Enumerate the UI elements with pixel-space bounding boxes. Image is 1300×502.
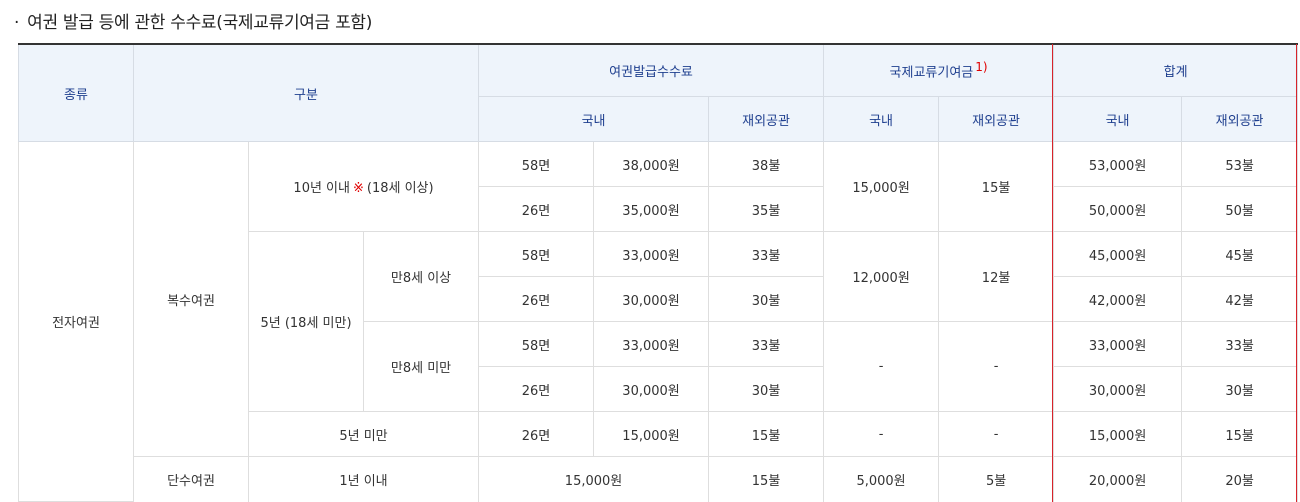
- cell-age8-over: 만8세 이상: [362, 231, 480, 322]
- cell-total-domestic: 45,000원: [1053, 231, 1183, 277]
- cell-overseas-fee: 30불: [708, 276, 825, 322]
- cell-pages: 26면: [478, 411, 595, 457]
- cell-domestic-fee: 30,000원: [593, 276, 710, 322]
- cell-intl-overseas: 12불: [938, 231, 1055, 322]
- cell-pages: 58면: [478, 141, 595, 187]
- cell-total-domestic: 53,000원: [1053, 141, 1183, 187]
- cell-domestic-fee: 35,000원: [593, 186, 710, 232]
- header-type: 종류: [18, 43, 134, 142]
- cell-ten-years: 10년 이내 ※ (18세 이상): [247, 141, 480, 232]
- header-total: 합계: [1053, 43, 1299, 97]
- header-intl-overseas: 재외공관: [938, 96, 1055, 142]
- cell-total-overseas: 15불: [1181, 411, 1299, 457]
- total-highlight-right-border: [1296, 44, 1297, 502]
- cell-intl-overseas: -: [938, 321, 1055, 412]
- table-header: 종류 구분 여권발급수수료 국제교류기여금 1) 합계 국내 재외공관 국내 재외…: [18, 43, 1299, 142]
- header-issue-fee: 여권발급수수료: [478, 43, 825, 97]
- cell-pages: 58면: [478, 231, 595, 277]
- cell-domestic-fee: 15,000원: [593, 411, 710, 457]
- cell-intl-overseas: 5불: [938, 456, 1055, 502]
- table-row: 5년 (18세 미만) 만8세 이상 58면 33,000원 33불 12,00…: [19, 231, 1299, 412]
- cell-total-domestic: 42,000원: [1053, 276, 1183, 322]
- cell-overseas-fee: 15불: [708, 456, 825, 502]
- cell-intl-domestic: -: [823, 411, 940, 457]
- cell-ten-years-label: 10년 이내: [293, 181, 350, 196]
- cell-total-overseas: 50불: [1181, 186, 1299, 232]
- header-issue-overseas: 재외공관: [708, 96, 825, 142]
- cell-total-overseas: 42불: [1181, 276, 1299, 322]
- title-bullet: ·: [14, 13, 20, 33]
- cell-intl-domestic: 5,000원: [823, 456, 940, 502]
- note-mark: ※: [352, 181, 364, 196]
- cell-pages: 58면: [478, 321, 595, 367]
- cell-pages: 26면: [478, 186, 595, 232]
- cell-one-year: 1년 이내: [247, 456, 480, 502]
- cell-intl-overseas: -: [938, 411, 1055, 457]
- header-category: 구분: [132, 43, 480, 142]
- cell-total-domestic: 33,000원: [1053, 321, 1183, 367]
- cell-total-overseas: 30불: [1181, 366, 1299, 412]
- cell-domestic-fee: 38,000원: [593, 141, 710, 187]
- cell-pages: 26면: [478, 366, 595, 412]
- section-title-text: 여권 발급 등에 관한 수수료(국제교류기여금 포함): [27, 13, 373, 33]
- cell-total-domestic: 30,000원: [1053, 366, 1183, 412]
- header-intl-domestic: 국내: [823, 96, 940, 142]
- cell-pages: 26면: [478, 276, 595, 322]
- cell-intl-domestic: -: [823, 321, 940, 412]
- section-title: · 여권 발급 등에 관한 수수료(국제교류기여금 포함): [14, 8, 372, 33]
- table-row: 26면 30,000원 30불 42,000원 42불: [19, 276, 1299, 322]
- cell-domestic-fee: 30,000원: [593, 366, 710, 412]
- cell-multi-passport: 복수여권: [133, 141, 249, 457]
- cell-ten-years-note: (18세 이상): [366, 181, 434, 196]
- cell-five-years-minor: 5년 (18세 미만): [248, 231, 364, 412]
- cell-total-domestic: 20,000원: [1053, 456, 1183, 502]
- table-row: 26면 35,000원 35불 50,000원 50불: [19, 186, 1299, 232]
- header-intl-fee-label: 국제교류기여금: [889, 65, 974, 81]
- cell-overseas-fee: 38불: [708, 141, 825, 187]
- header-total-overseas: 재외공관: [1181, 96, 1299, 142]
- cell-total-overseas: 45불: [1181, 231, 1299, 277]
- table-row: 전자여권 복수여권 10년 이내 ※ (18세 이상) 58면 38,000원 38…: [18, 141, 1299, 502]
- cell-under-five: 5년 미만: [247, 411, 480, 457]
- cell-domestic-fee: 33,000원: [593, 231, 710, 277]
- cell-domestic-fee: 15,000원: [478, 456, 710, 502]
- cell-total-domestic: 50,000원: [1053, 186, 1183, 232]
- cell-passport-type: 전자여권: [18, 141, 134, 502]
- cell-total-overseas: 53불: [1181, 141, 1299, 187]
- cell-overseas-fee: 30불: [708, 366, 825, 412]
- cell-overseas-fee: 33불: [708, 321, 825, 367]
- header-intl-fee: 국제교류기여금 1): [823, 43, 1055, 97]
- cell-intl-overseas: 15불: [938, 141, 1055, 232]
- cell-intl-domestic: 15,000원: [823, 141, 940, 232]
- table-row: 단수여권 1년 이내 15,000원 15불 5,000원 5불 20,000원…: [19, 456, 1299, 502]
- footnote-ref-1[interactable]: 1): [975, 60, 988, 75]
- cell-overseas-fee: 33불: [708, 231, 825, 277]
- cell-single-passport: 단수여권: [133, 456, 249, 502]
- fee-table-wrapper: 종류 구분 여권발급수수료 국제교류기여금 1) 합계 국내 재외공관 국내 재외…: [18, 43, 1299, 502]
- fee-table: 종류 구분 여권발급수수료 국제교류기여금 1) 합계 국내 재외공관 국내 재외…: [18, 43, 1299, 502]
- cell-total-overseas: 33불: [1181, 321, 1299, 367]
- cell-domestic-fee: 33,000원: [593, 321, 710, 367]
- table-row: 만8세 미만 58면 33,000원 33불 - - 33,000원 33불: [19, 321, 1299, 412]
- header-issue-domestic: 국내: [478, 96, 710, 142]
- cell-total-overseas: 20불: [1181, 456, 1299, 502]
- table-body: 전자여권 복수여권 10년 이내 ※ (18세 이상) 58면 38,000원 38…: [18, 141, 1299, 502]
- cell-overseas-fee: 15불: [708, 411, 825, 457]
- total-highlight-left-border: [1052, 44, 1053, 502]
- cell-intl-domestic: 12,000원: [823, 231, 940, 322]
- cell-overseas-fee: 35불: [708, 186, 825, 232]
- table-row: 5년 미만 26면 15,000원 15불 - - 15,000원 15불: [19, 411, 1299, 457]
- header-total-domestic: 국내: [1053, 96, 1183, 142]
- cell-age8-under: 만8세 미만: [362, 321, 480, 412]
- cell-total-domestic: 15,000원: [1053, 411, 1183, 457]
- table-row: 26면 30,000원 30불 30,000원 30불: [19, 366, 1299, 412]
